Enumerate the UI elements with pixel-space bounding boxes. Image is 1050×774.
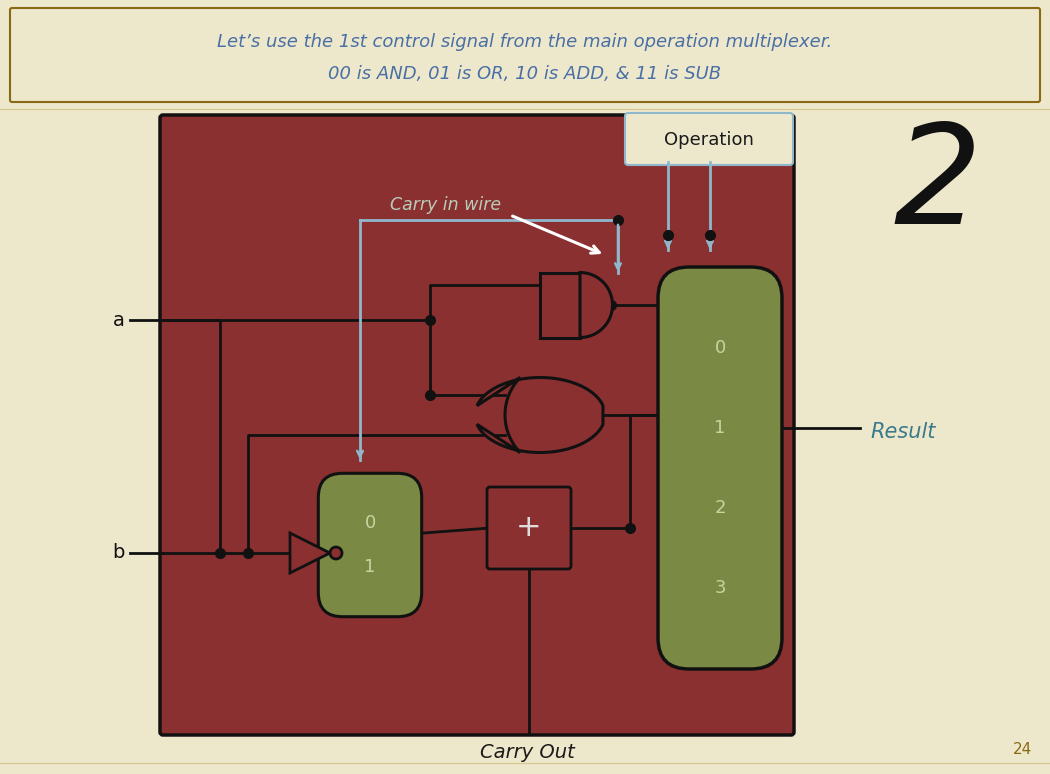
FancyBboxPatch shape: [625, 113, 793, 165]
Text: 00 is AND, 01 is OR, 10 is ADD, & 11 is SUB: 00 is AND, 01 is OR, 10 is ADD, & 11 is …: [329, 65, 721, 83]
FancyBboxPatch shape: [160, 115, 794, 735]
Text: a: a: [113, 310, 125, 330]
Text: 2: 2: [894, 118, 982, 252]
Polygon shape: [580, 272, 612, 337]
Text: 24: 24: [1013, 742, 1032, 758]
Text: Carry in wire: Carry in wire: [390, 196, 501, 214]
FancyBboxPatch shape: [318, 473, 422, 617]
FancyBboxPatch shape: [10, 8, 1040, 102]
Text: 1: 1: [364, 558, 376, 576]
Text: b: b: [112, 543, 125, 563]
FancyBboxPatch shape: [658, 267, 782, 669]
Text: Let’s use the 1st control signal from the main operation multiplexer.: Let’s use the 1st control signal from th…: [217, 33, 833, 51]
Text: 0: 0: [714, 339, 726, 357]
Text: +: +: [517, 513, 542, 543]
Text: Operation: Operation: [664, 131, 754, 149]
Text: 3: 3: [714, 579, 726, 597]
Text: 1: 1: [714, 419, 726, 437]
Polygon shape: [540, 272, 580, 337]
Text: 0: 0: [364, 514, 376, 532]
Text: 2: 2: [714, 499, 726, 517]
Polygon shape: [290, 533, 330, 573]
Text: Result: Result: [870, 422, 936, 442]
Polygon shape: [477, 378, 603, 453]
Text: Carry Out: Carry Out: [480, 742, 574, 762]
Circle shape: [330, 547, 342, 559]
FancyBboxPatch shape: [487, 487, 571, 569]
